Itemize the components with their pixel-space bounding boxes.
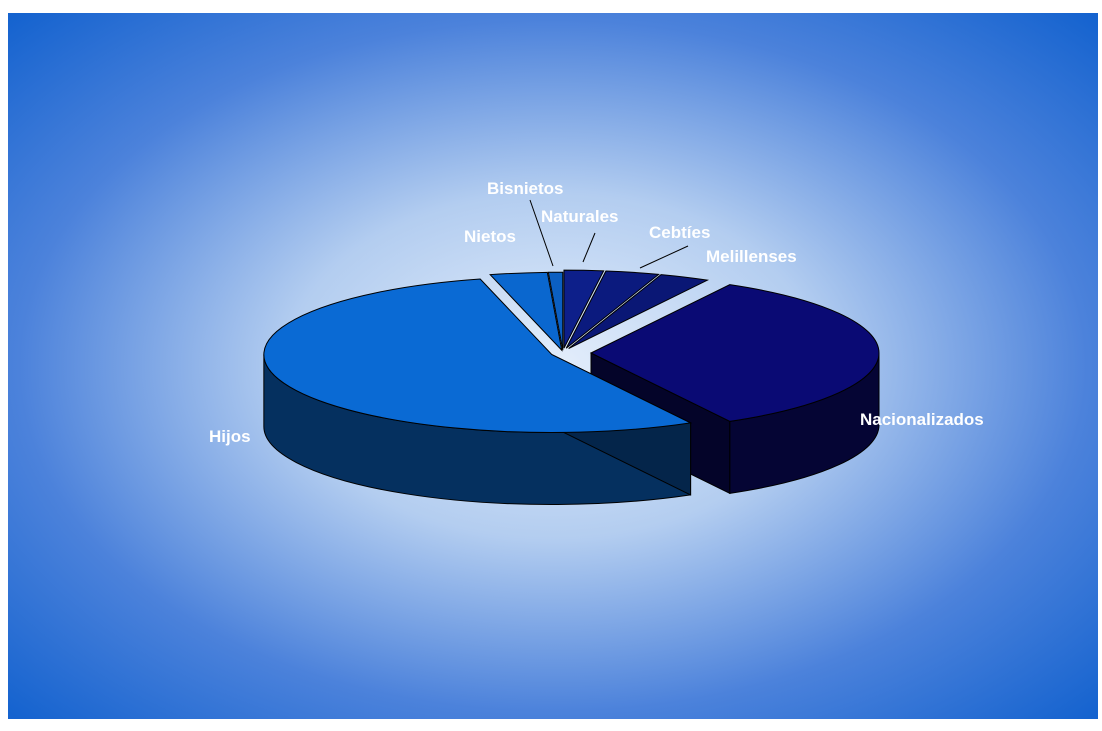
slice-label-melillenses: Melillenses (706, 247, 797, 266)
pie-slice-bisnietos (547, 271, 564, 351)
pie-tops (263, 269, 880, 434)
pie-slice-naturales (563, 269, 605, 349)
pie-slice-cebtíes (565, 270, 660, 349)
leader-line-cebties (639, 245, 689, 269)
slice-labels: Naturales Cebtíes Melillenses Nacionaliz… (209, 179, 984, 446)
leader-lines (529, 199, 689, 269)
pie-slice-nacionalizados (589, 284, 880, 422)
pie-slice-hijos (263, 278, 693, 434)
leader-line-naturales (582, 232, 596, 263)
pie-slice-nietos (489, 271, 563, 352)
pie-slice-melillenses (568, 274, 710, 349)
leader-line-bisnietos (529, 199, 554, 267)
slice-label-cebties: Cebtíes (649, 223, 710, 242)
slice-label-nacionalizados: Nacionalizados (860, 410, 984, 429)
slice-label-nietos: Nietos (464, 227, 516, 246)
slice-label-bisnietos: Bisnietos (487, 179, 564, 198)
slice-label-hijos: Hijos (209, 427, 251, 446)
slice-label-naturales: Naturales (541, 207, 618, 226)
